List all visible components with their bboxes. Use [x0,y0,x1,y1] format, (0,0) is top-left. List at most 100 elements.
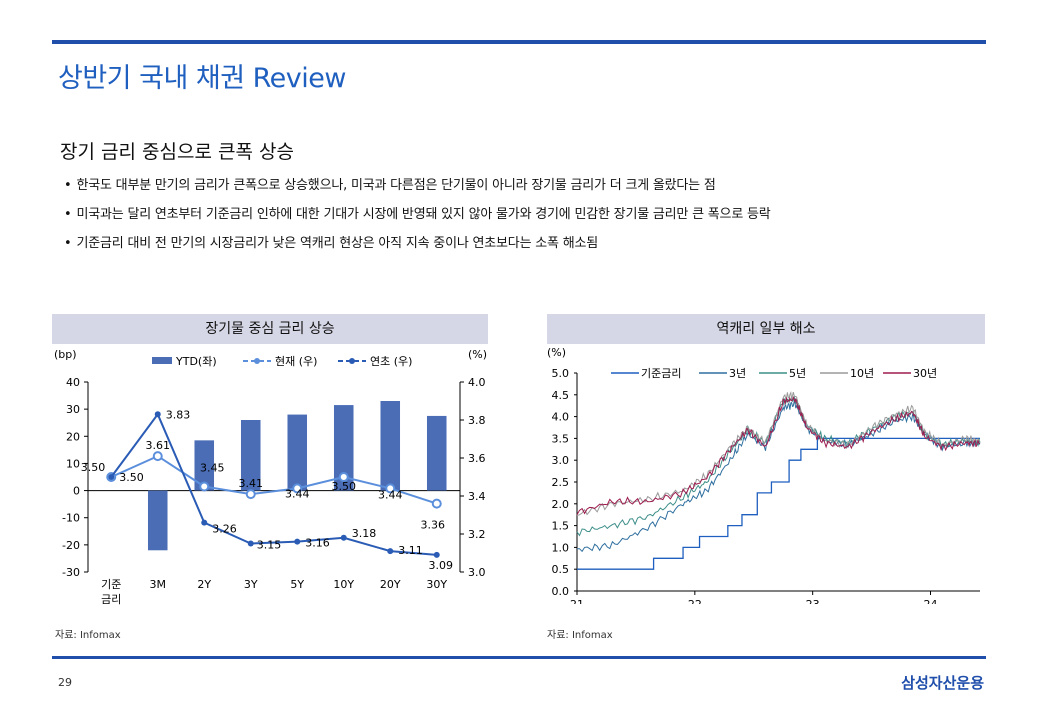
left-tick-label: 0 [73,485,80,498]
y-tick-label: 2.5 [552,476,570,489]
y-tick-label: 3.0 [552,454,570,467]
left-axis-unit: (bp) [54,348,77,361]
legend-label: 기준금리 [641,367,681,380]
start-point [433,551,440,558]
current-point [431,498,442,509]
bottom-rule [52,656,986,659]
x-tick-label: 3M [150,578,167,591]
start-data-label: 3.09 [429,559,454,572]
current-line [110,454,438,505]
current-point [385,483,396,494]
series-line [576,395,981,516]
start-data-label: 3.16 [305,537,330,550]
right-tick-label: 3.4 [468,490,486,503]
left-tick-label: 10 [66,457,80,470]
start-data-label: 3.83 [166,408,191,421]
right-chart-source: 자료: Infomax [547,630,613,641]
start-point [108,474,115,480]
legend-label: 30년 [913,367,937,380]
x-tick-label: 기준 [101,578,121,591]
bullet-item: 기준금리 대비 전 만기의 시장금리가 낮은 역캐리 현상은 아직 지속 중이나… [64,234,771,263]
series-line [577,437,980,570]
series-line [576,395,981,537]
left-tick-label: 40 [66,376,80,389]
current-point [292,483,303,494]
legend-bar-swatch [152,357,172,364]
ytd-bar [240,420,261,491]
x-tick-label: 3Y [244,578,258,591]
start-point [340,534,347,541]
current-data-label: 3.50 [81,461,106,474]
x-tick-label: 22 [688,598,702,604]
legend-label: 10년 [850,367,874,380]
y-tick-label: 1.5 [552,520,570,533]
y-tick-label: 4.0 [552,411,570,424]
current-point [199,481,210,492]
start-point [247,540,254,547]
start-data-label: 3.26 [212,523,237,536]
current-point [245,489,256,500]
y-tick-label: 5.0 [552,367,570,380]
left-chart-source: 자료: Infomax [55,630,121,641]
left-chart-title: 장기물 중심 금리 상승 [52,314,488,344]
y-tick-label: 4.5 [552,389,570,402]
x-tick-label: 23 [806,598,820,604]
bullet-item: 한국도 대부분 만기의 금리가 큰폭으로 상승했으나, 미국과 다른점은 단기물… [64,176,771,205]
y-axis-unit: (%) [547,346,566,359]
legend-start-marker [349,358,355,364]
x-tick-label: 10Y [333,578,354,591]
current-data-label: 3.36 [421,519,446,532]
right-tick-label: 3.8 [468,414,486,427]
y-tick-label: 1.0 [552,541,570,554]
x-tick-label: 21 [570,598,584,604]
left-tick-label: 20 [66,430,80,443]
y-tick-label: 2.0 [552,498,570,511]
ytd-bar [426,415,447,491]
page-number: 29 [58,676,72,689]
start-data-label: 3.50 [119,471,144,484]
current-point [338,472,349,482]
ytd-bar [380,401,401,491]
rate-history-chart: (%) 5.0 4.5 4.0 3.5 3.0 2.5 2.0 1.5 1.0 0.5 0.021 22… [547,346,981,604]
legend-label: 3년 [729,367,746,380]
ytd-bar [287,414,308,491]
x-tick-label: 20Y [380,578,401,591]
start-point [387,548,394,555]
y-tick-label: 0.0 [552,585,570,598]
x-tick-label: 2Y [197,578,211,591]
company-logo-text: 삼성자산운용 [901,674,984,692]
top-rule [52,40,986,44]
series-line [576,391,981,516]
x-tick-label: 30Y [426,578,447,591]
start-data-label: 3.11 [398,544,423,557]
legend-label: 5년 [789,367,806,380]
ytd-bar [147,490,168,551]
y-tick-label: 0.5 [552,563,570,576]
right-chart-title: 역캐리 일부 해소 [547,314,985,344]
current-data-label: 3.41 [239,477,264,490]
ytd-bar [333,405,354,491]
right-axis-unit: (%) [468,348,487,361]
ytd-bar [194,440,215,491]
current-data-label: 3.44 [378,488,403,501]
legend-label: 현재 (우) [275,355,317,368]
right-tick-label: 3.0 [468,566,486,579]
left-tick-label: 30 [66,403,80,416]
current-point [152,451,163,462]
x-tick-label: 24 [924,598,938,604]
start-point [294,538,301,545]
legend-label: YTD(좌) [175,355,217,368]
start-data-label: 3.15 [257,539,282,552]
x-tick-label: 금리 [101,593,121,606]
current-data-label: 3.44 [285,487,310,500]
legend-current-marker [254,358,260,364]
right-tick-label: 3.2 [468,528,486,541]
right-tick-label: 3.6 [468,452,486,465]
current-data-label: 3.50 [332,480,357,493]
start-line [110,412,437,556]
y-tick-label: 3.5 [552,432,570,445]
current-data-label: 3.45 [200,462,225,475]
right-tick-label: 4.0 [468,376,486,389]
left-tick-label: -30 [62,566,80,579]
current-data-label: 3.61 [146,439,171,452]
